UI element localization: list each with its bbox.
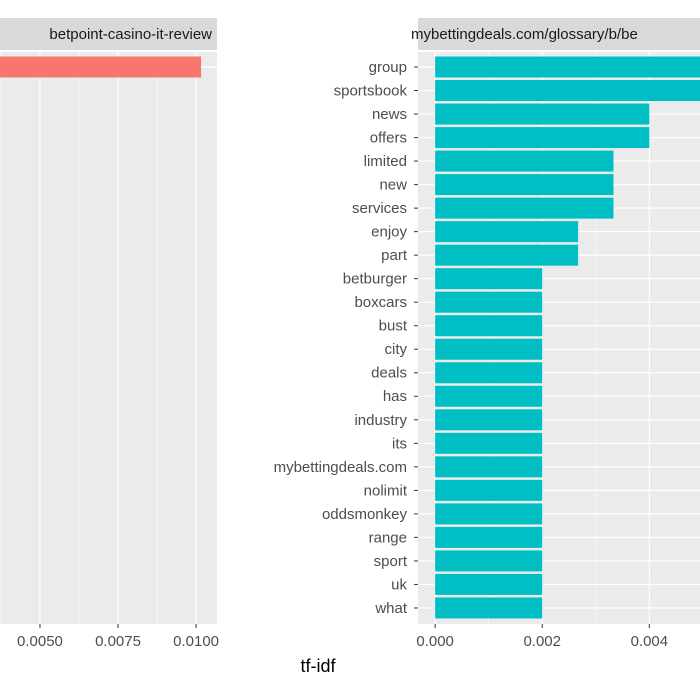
bar — [435, 221, 579, 243]
strip-title: mybettingdeals.com/glossary/b/be — [411, 26, 638, 43]
y-tick-label: oddsmonkey — [322, 506, 408, 523]
y-tick-label: new — [379, 177, 407, 194]
strip-title: betpoint-casino-it-review — [49, 26, 212, 43]
y-tick-label: nolimit — [364, 482, 408, 499]
bar — [435, 526, 543, 548]
bar — [435, 268, 543, 290]
y-tick-label: what — [374, 600, 408, 617]
bar — [435, 503, 543, 525]
bar — [435, 432, 543, 454]
y-tick-label: enjoy — [371, 224, 407, 241]
bar — [435, 174, 614, 196]
y-tick-label: limited — [364, 153, 407, 170]
bar — [435, 150, 614, 172]
y-tick-label: mybettingdeals.com — [274, 459, 407, 476]
y-tick-label: bust — [379, 318, 408, 335]
bar — [0, 56, 202, 78]
bar — [435, 479, 543, 501]
bar — [435, 127, 650, 149]
x-tick-label: 0.004 — [631, 633, 669, 650]
bar — [435, 550, 543, 572]
y-tick-label: sportsbook — [334, 82, 408, 99]
bar — [435, 80, 700, 102]
y-tick-label: range — [369, 529, 407, 546]
bar — [435, 315, 543, 337]
y-tick-label: group — [369, 59, 407, 76]
y-tick-label: has — [383, 388, 407, 405]
strip-background — [418, 18, 700, 50]
bar — [435, 573, 543, 595]
y-tick-label: its — [392, 435, 407, 452]
bar — [435, 56, 700, 78]
x-tick-label: 0.002 — [523, 633, 561, 650]
panel-background — [0, 52, 217, 624]
y-tick-label: news — [372, 106, 407, 123]
y-tick-label: sport — [374, 553, 408, 570]
strip-background — [0, 18, 217, 50]
bar — [435, 597, 543, 619]
y-tick-label: uk — [391, 576, 407, 593]
x-tick-label: 0.0050 — [17, 633, 63, 650]
bar — [435, 456, 543, 478]
bar — [435, 362, 543, 384]
bar — [435, 338, 543, 360]
y-tick-label: offers — [370, 130, 407, 147]
bar — [435, 197, 614, 219]
bar — [435, 409, 543, 431]
y-tick-label: city — [385, 341, 408, 358]
y-tick-label: deals — [371, 365, 407, 382]
bar — [435, 291, 543, 313]
y-tick-label: betburger — [343, 271, 407, 288]
bar — [435, 385, 543, 407]
y-tick-label: part — [381, 247, 408, 264]
x-tick-label: 0.000 — [416, 633, 454, 650]
y-tick-label: industry — [354, 412, 407, 429]
x-tick-label: 0.0100 — [173, 633, 219, 650]
y-tick-label: boxcars — [354, 294, 407, 311]
y-tick-label: services — [352, 200, 407, 217]
x-tick-label: 0.0075 — [95, 633, 141, 650]
bar — [435, 103, 650, 125]
x-axis-title: tf-idf — [300, 656, 336, 676]
bar — [435, 244, 579, 266]
